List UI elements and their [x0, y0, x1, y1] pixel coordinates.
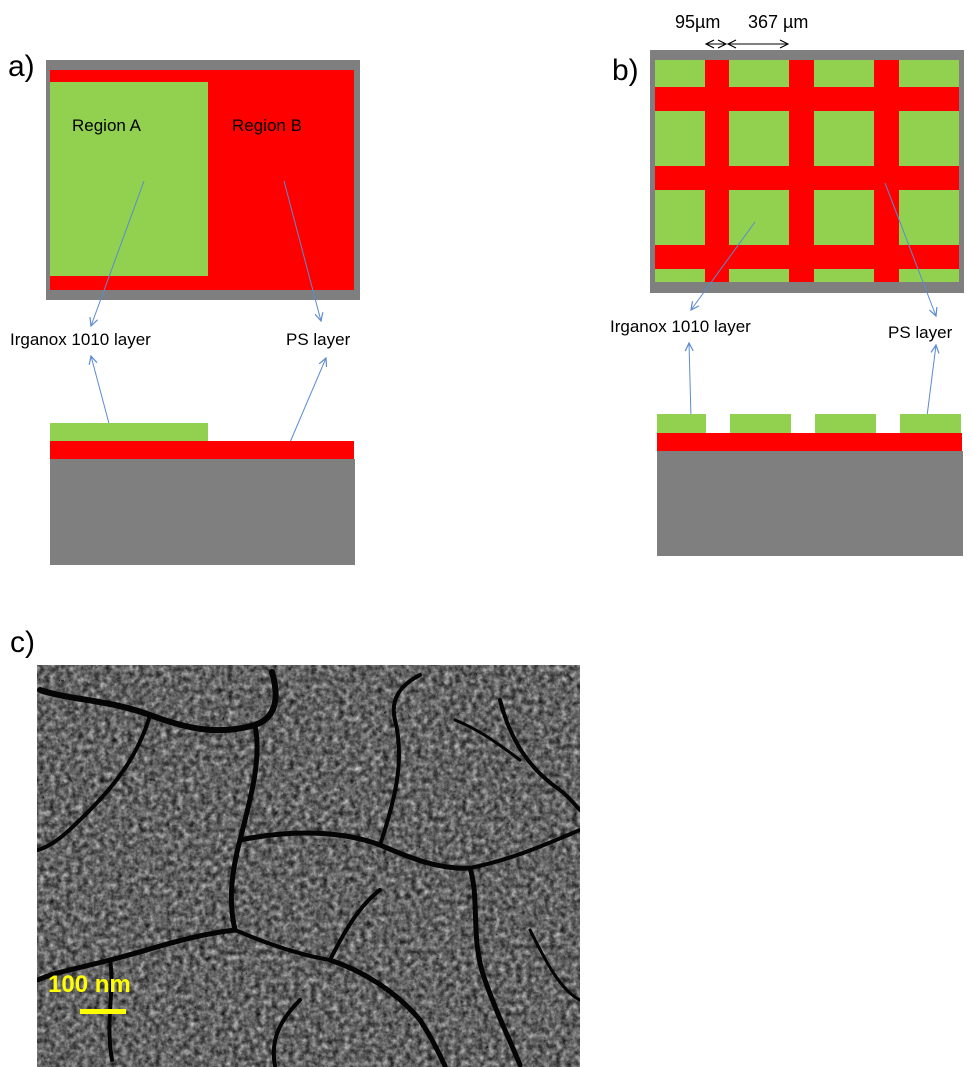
dim-95um-label: 95µm — [675, 12, 720, 32]
panel-a-ps-label: PS layer — [286, 330, 351, 349]
panel-a-label: a) — [8, 50, 35, 83]
panel-b-ps-stripe-v — [789, 60, 814, 282]
arrow-icon — [689, 343, 691, 419]
region-a-label: Region A — [72, 116, 142, 135]
arrow-icon — [91, 356, 112, 432]
sem-texture — [37, 665, 580, 1067]
panel-a-ps-cross-section — [50, 441, 354, 459]
panel-b-irganox-block — [730, 414, 791, 433]
panel-b-ps-label: PS layer — [888, 323, 953, 342]
arrow-icon — [284, 358, 326, 455]
panel-b-label: b) — [612, 54, 639, 87]
arrow-icon — [884, 182, 936, 316]
sem-micrograph: 100 nm — [37, 665, 580, 1067]
panel-b-ps-stripe-v — [874, 60, 899, 282]
region-b-label: Region B — [232, 116, 302, 135]
panel-a: a) Region A Region B Irganox 1010 layer … — [8, 50, 360, 565]
panel-c-label: c) — [10, 626, 35, 659]
arrow-icon — [691, 221, 756, 310]
panel-a-substrate-cross-section — [50, 459, 355, 565]
arrow-icon — [283, 180, 321, 321]
panel-b-ps-stripe-v — [705, 60, 729, 282]
panel-b-ps-cross-section — [657, 433, 962, 451]
panel-b: b) 95µm 367 µm Irganox 1010 layer PS lay… — [610, 12, 964, 556]
panel-a-irganox-cross-section — [50, 423, 208, 441]
panel-b-irganox-block — [900, 414, 961, 433]
scale-bar — [80, 1009, 126, 1014]
panel-b-irganox-block — [815, 414, 876, 433]
scale-bar-label: 100 nm — [48, 971, 131, 998]
panel-b-substrate-cross-section — [657, 451, 963, 556]
sem-cracks — [37, 669, 580, 1067]
panel-b-irganox-label: Irganox 1010 layer — [610, 317, 751, 336]
panel-a-irganox-region — [50, 82, 208, 276]
panel-a-irganox-label: Irganox 1010 layer — [10, 330, 151, 349]
dim-367um-label: 367 µm — [748, 12, 808, 32]
arrow-icon — [91, 180, 145, 326]
panel-b-irganox-block — [657, 414, 706, 433]
panel-c: c) 100 nm — [10, 626, 580, 1067]
